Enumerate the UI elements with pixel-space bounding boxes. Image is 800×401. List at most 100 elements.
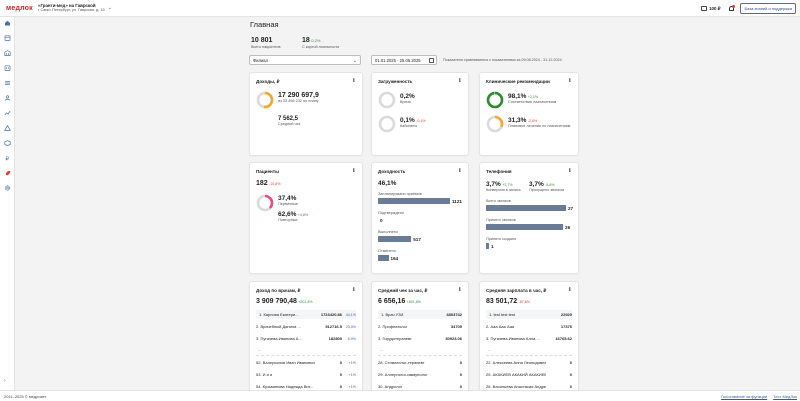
more-options-icon[interactable]: ••• bbox=[456, 287, 462, 291]
home-icon[interactable] bbox=[4, 20, 11, 26]
list-item[interactable]: 1. test test test 22920 bbox=[486, 310, 572, 319]
svg-text:₽: ₽ bbox=[6, 156, 10, 161]
more-options-icon[interactable]: ••• bbox=[566, 78, 572, 82]
list-item-name: 29. Аллерголог-иммунолог bbox=[378, 372, 428, 377]
list-item-value: 34705 bbox=[450, 324, 462, 329]
list-item-percent: +1% bbox=[348, 372, 356, 377]
branch-select[interactable]: Филиал ⌄ bbox=[249, 55, 361, 65]
primary-patients: 37,4% Первичные bbox=[278, 195, 298, 206]
list-item-percent: 44,1% bbox=[345, 312, 356, 317]
list-item[interactable]: 3. Пугачева-Иванова А... 182800 6,9% bbox=[256, 334, 356, 343]
list-item[interactable]: 53. И и и 0 +1% bbox=[256, 370, 356, 379]
list-item-value: 0 bbox=[569, 360, 572, 365]
list-item[interactable]: 30. Андролог 0 bbox=[378, 382, 462, 391]
more-options-icon[interactable]: ••• bbox=[566, 287, 572, 291]
calendar-icon[interactable] bbox=[4, 35, 11, 41]
missed-calls-value: 3,7% bbox=[529, 181, 544, 188]
date-range-value: 01.01.2025 - 25.05.2025 bbox=[375, 58, 421, 63]
list-item-name: 1. Врач УЗИ bbox=[381, 312, 404, 317]
chevron-down-icon[interactable]: ⌄ bbox=[107, 5, 112, 11]
list-item[interactable]: 25. АКАКИЕВ АКАКИЙ АКАКИЕВИЧ 0 bbox=[486, 370, 572, 379]
card-title: Пациенты bbox=[256, 169, 280, 174]
card-title: Загруженность bbox=[378, 79, 413, 84]
rooms-load-delta: -0,1% bbox=[416, 119, 426, 123]
balance[interactable]: 100 ₽ bbox=[701, 6, 720, 12]
app-logo[interactable]: медлок bbox=[6, 4, 33, 12]
bar-value: 1 bbox=[491, 243, 494, 249]
more-options-icon[interactable]: ••• bbox=[566, 168, 572, 172]
list-item-percent: 6,9% bbox=[347, 336, 356, 341]
list-item-value: 16765.62 bbox=[555, 336, 572, 341]
income-plan-donut bbox=[256, 91, 274, 109]
copyright: 2011–2025 © медрокет bbox=[4, 393, 47, 399]
divider bbox=[378, 355, 462, 356]
planned-treatment-delta: -2,6% bbox=[527, 119, 538, 123]
list-item-value: 0 bbox=[339, 372, 342, 377]
list-item-value: 0 bbox=[339, 384, 342, 389]
list-item[interactable]: 28. Стоматолог-терапевт 0 bbox=[378, 358, 462, 367]
card-title: Доход по врачам, ₽ bbox=[256, 288, 301, 293]
more-options-icon[interactable]: ••• bbox=[350, 78, 356, 82]
settings-icon[interactable] bbox=[4, 185, 11, 191]
box-icon[interactable] bbox=[4, 140, 11, 146]
ruble-icon[interactable]: ₽ bbox=[4, 155, 11, 161]
test-medlok-link[interactable]: Тест МедЛок bbox=[773, 393, 797, 399]
list-item-value: 1723420.86 bbox=[320, 312, 342, 317]
compliance: 98,1% +2,1% Соответствие назначениям bbox=[508, 93, 556, 104]
more-options-icon[interactable]: ••• bbox=[456, 168, 462, 172]
notification-bell-icon[interactable] bbox=[728, 4, 736, 12]
list-item-name: 54. Кузьминова Надежда Вит... bbox=[256, 384, 314, 389]
analytics-icon[interactable] bbox=[4, 110, 11, 116]
list-item[interactable]: 26. Васильева Анастасия Андреевна 0 bbox=[486, 382, 572, 391]
list-item[interactable]: 52. Валерьянов Иван Иванович 0 +1% bbox=[256, 358, 356, 367]
card-profit: Доходность ••• 46,1% Запланировано приём… bbox=[371, 162, 469, 274]
feature-vote-link[interactable]: Голосование за функции bbox=[721, 393, 768, 399]
more-options-icon[interactable]: ••• bbox=[350, 287, 356, 291]
call-conversion-value: 3,7% bbox=[486, 181, 501, 188]
list-item[interactable]: 3. Пугачева-Иванова Алла ... 16765.62 bbox=[486, 334, 572, 343]
list-item-name: 52. Валерьянов Иван Иванович bbox=[256, 360, 315, 365]
bar-value: 26 bbox=[565, 224, 571, 230]
list-item[interactable]: 29. Аллерголог-иммунолог 0 bbox=[378, 370, 462, 379]
list-icon[interactable] bbox=[4, 80, 11, 86]
list-item[interactable]: 22. Алексеева Анна Леонидовна 0 bbox=[486, 358, 572, 367]
avg-salary-total: 83 501,72 -87,6% bbox=[486, 298, 530, 305]
planned-treatment-value: 31,3% bbox=[508, 117, 527, 124]
more-options-icon[interactable]: ••• bbox=[350, 168, 356, 172]
list-item-value: 0 bbox=[459, 384, 462, 389]
knowledge-base-button[interactable]: База знаний и поддержка bbox=[740, 3, 796, 14]
card-title: Доходность bbox=[378, 169, 406, 174]
list-item-name: 30. Андролог bbox=[378, 384, 403, 389]
clinic-switcher[interactable]: «Гранти-мед» на Гаврской г Санкт-Петербу… bbox=[38, 3, 105, 13]
list-item-name: 3. Гирудотерапевт bbox=[378, 336, 412, 341]
more-options-icon[interactable]: ••• bbox=[456, 78, 462, 82]
missed-calls-delta: -8,8% bbox=[545, 183, 555, 187]
list-item[interactable]: 1. Врач УЗИ 4803742 bbox=[378, 310, 462, 319]
list-item[interactable]: 2. Профпатолог 34705 bbox=[378, 322, 462, 331]
sidebar-expand-icon[interactable]: › bbox=[4, 378, 6, 384]
list-item-name: 28. Стоматолог-терапевт bbox=[378, 360, 425, 365]
patients-icon[interactable] bbox=[4, 95, 11, 101]
bar-label: Всего звонков bbox=[486, 199, 511, 203]
clinic-icon[interactable] bbox=[4, 50, 11, 56]
schedule-icon[interactable] bbox=[4, 65, 11, 71]
rocket-icon[interactable] bbox=[4, 170, 11, 176]
bar-label: Отменено bbox=[378, 249, 396, 253]
list-item[interactable]: 1. Карпова Екатери... 1723420.86 44,1% bbox=[256, 310, 356, 319]
warning-icon[interactable] bbox=[4, 125, 11, 131]
card-title: Телефония bbox=[486, 169, 512, 174]
by-doctor-delta: +801,8% bbox=[298, 300, 313, 304]
list-item[interactable]: 3. Гирудотерапевт 30923.06 bbox=[378, 334, 462, 343]
list-item-name: 2. Врачебный Данила ... bbox=[256, 324, 301, 329]
list-item-value: 912716.5 bbox=[325, 324, 342, 329]
planned-treatment: 31,3% -2,6% Плановое лечение по назначен… bbox=[508, 117, 570, 128]
footer: 2011–2025 © медрокет Голосование за функ… bbox=[0, 390, 800, 401]
profit-value: 46,1% bbox=[378, 180, 397, 187]
list-item[interactable]: 2. Врачебный Данила ... 912716.5 23,3% bbox=[256, 322, 356, 331]
list-item-name: 3. Пугачева-Иванова А... bbox=[256, 336, 302, 341]
date-range-picker[interactable]: 01.01.2025 - 25.05.2025 bbox=[371, 55, 437, 65]
call-conversion-label: Конверсия в запись bbox=[486, 188, 521, 192]
bar-label: Принято создано bbox=[486, 237, 517, 241]
list-item[interactable]: 54. Кузьминова Надежда Вит... 0 +1% bbox=[256, 382, 356, 391]
list-item[interactable]: 2. Ааа Ааа Ааа 17376 bbox=[486, 322, 572, 331]
